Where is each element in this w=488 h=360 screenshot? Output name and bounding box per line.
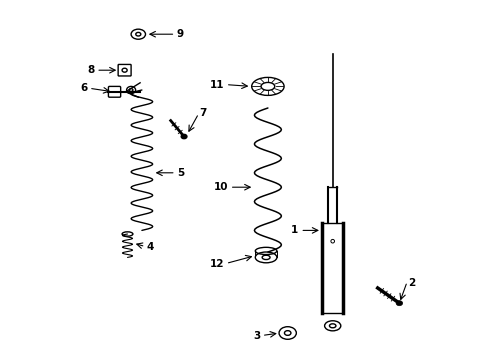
Text: 9: 9 (176, 29, 183, 39)
Text: 5: 5 (177, 168, 183, 178)
Text: 3: 3 (253, 330, 260, 341)
Text: 6: 6 (81, 83, 88, 93)
Text: 10: 10 (214, 182, 228, 192)
Text: 7: 7 (199, 108, 206, 118)
Text: 11: 11 (210, 80, 224, 90)
Text: 4: 4 (146, 242, 154, 252)
Text: 1: 1 (290, 225, 297, 235)
Text: 8: 8 (88, 65, 95, 75)
Ellipse shape (395, 301, 402, 306)
Text: 2: 2 (407, 278, 415, 288)
Ellipse shape (181, 134, 186, 139)
Text: 12: 12 (210, 258, 224, 269)
